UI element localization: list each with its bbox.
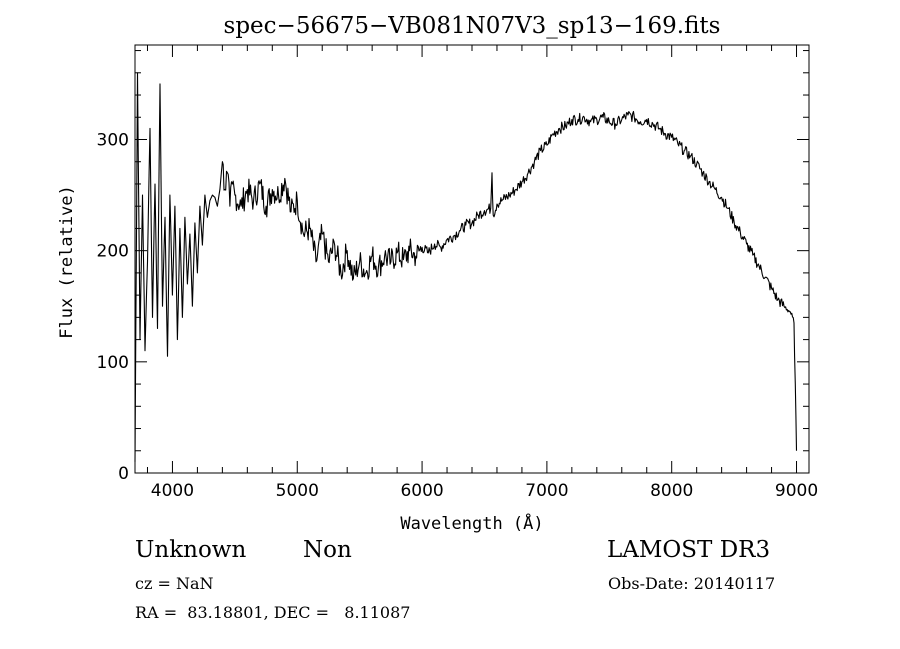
tick-labels: 4000 5000 6000 7000 8000 9000 0 100 200 300 [97,130,819,501]
object-class: Unknown [135,537,247,563]
plot-frame [134,44,810,474]
spectrum-line [134,72,798,462]
coords-text: RA = 83.18801, DEC = 8.11087 [135,603,411,622]
y-tick-label: 0 [118,464,129,484]
y-axis-label: Flux (relative) [57,185,77,339]
x-tick-label: 9000 [775,481,818,501]
obs-date-text: Obs-Date: 20140117 [608,574,776,593]
chart-title: spec−56675−VB081N07V3_sp13−169.fits [224,13,721,39]
object-subclass: Non [303,537,352,563]
survey-name: LAMOST DR3 [607,537,771,563]
x-tick-label: 7000 [525,481,568,501]
axis-ticks [135,45,809,474]
x-tick-label: 4000 [151,481,194,501]
x-tick-label: 5000 [276,481,319,501]
y-tick-label: 100 [97,353,129,373]
x-axis-label: Wavelength (Å) [400,512,543,534]
redshift-text: cz = NaN [135,574,214,593]
y-tick-label: 200 [97,242,129,262]
x-tick-label: 8000 [650,481,693,501]
x-tick-label: 6000 [400,481,443,501]
y-tick-label: 300 [97,130,129,150]
